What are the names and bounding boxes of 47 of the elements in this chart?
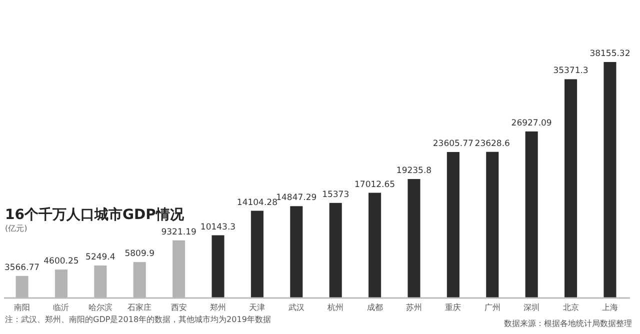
data-label: 17012.65 [354, 180, 396, 190]
x-tick-label: 上海 [602, 303, 618, 312]
bar [564, 79, 578, 298]
data-label: 38155.32 [590, 49, 630, 59]
source-note: 数据来源：根据各地统计局数据整理 [504, 319, 632, 328]
x-tick-label: 武汉 [288, 303, 304, 312]
x-tick-label: 临沂 [53, 303, 70, 312]
data-label: 5249.4 [86, 252, 116, 263]
data-label: 9321.19 [161, 227, 196, 238]
data-label: 19235.8 [396, 166, 432, 176]
data-label: 23605.77 [432, 138, 474, 149]
x-tick-label: 深圳 [524, 303, 540, 312]
text: 16个千万人口城市GDP情况 [5, 206, 185, 223]
data-label: 10143.3 [200, 222, 236, 232]
bar [250, 210, 264, 298]
data-label: 23628.6 [474, 138, 510, 149]
x-tick-label: 北京 [562, 303, 579, 312]
x-tick-label: 哈尔滨 [88, 303, 112, 312]
x-tick-label: 成都 [366, 303, 383, 312]
data-label: 5809.9 [124, 249, 154, 260]
data-label: 26927.09 [511, 118, 552, 128]
x-tick-label: 南阳 [14, 303, 30, 312]
bar [329, 202, 342, 298]
data-label: 3566.77 [4, 262, 40, 273]
bar [368, 192, 382, 298]
data-label: 14104.28 [236, 198, 278, 208]
bar [486, 152, 499, 298]
y-axis-title: (亿元) [5, 224, 28, 233]
x-tick-label: 广州 [484, 303, 500, 312]
bar [212, 235, 224, 298]
x-tick-label: 石家庄 [128, 303, 152, 312]
text: 注：武汉、郑州、南阳的GDP是2018年的数据，其他城市均为2019年数据 [5, 315, 271, 324]
data-label: 15373 [322, 190, 350, 200]
bar [525, 131, 538, 298]
bar [290, 206, 303, 298]
data-label: 4600.25 [44, 256, 79, 267]
x-tick-label: 天津 [249, 303, 266, 312]
data-label: 35371.3 [553, 66, 588, 76]
x-tick-label: 西安 [170, 303, 187, 312]
data-label: 14847.29 [276, 193, 317, 204]
x-tick-label: 苏州 [406, 303, 422, 312]
bar [446, 152, 460, 298]
x-tick-label: 杭州 [326, 303, 344, 312]
x-tick-label: 重庆 [445, 303, 462, 312]
x-tick-label: 郑州 [210, 303, 226, 312]
bar [604, 62, 616, 298]
bar [408, 179, 420, 298]
